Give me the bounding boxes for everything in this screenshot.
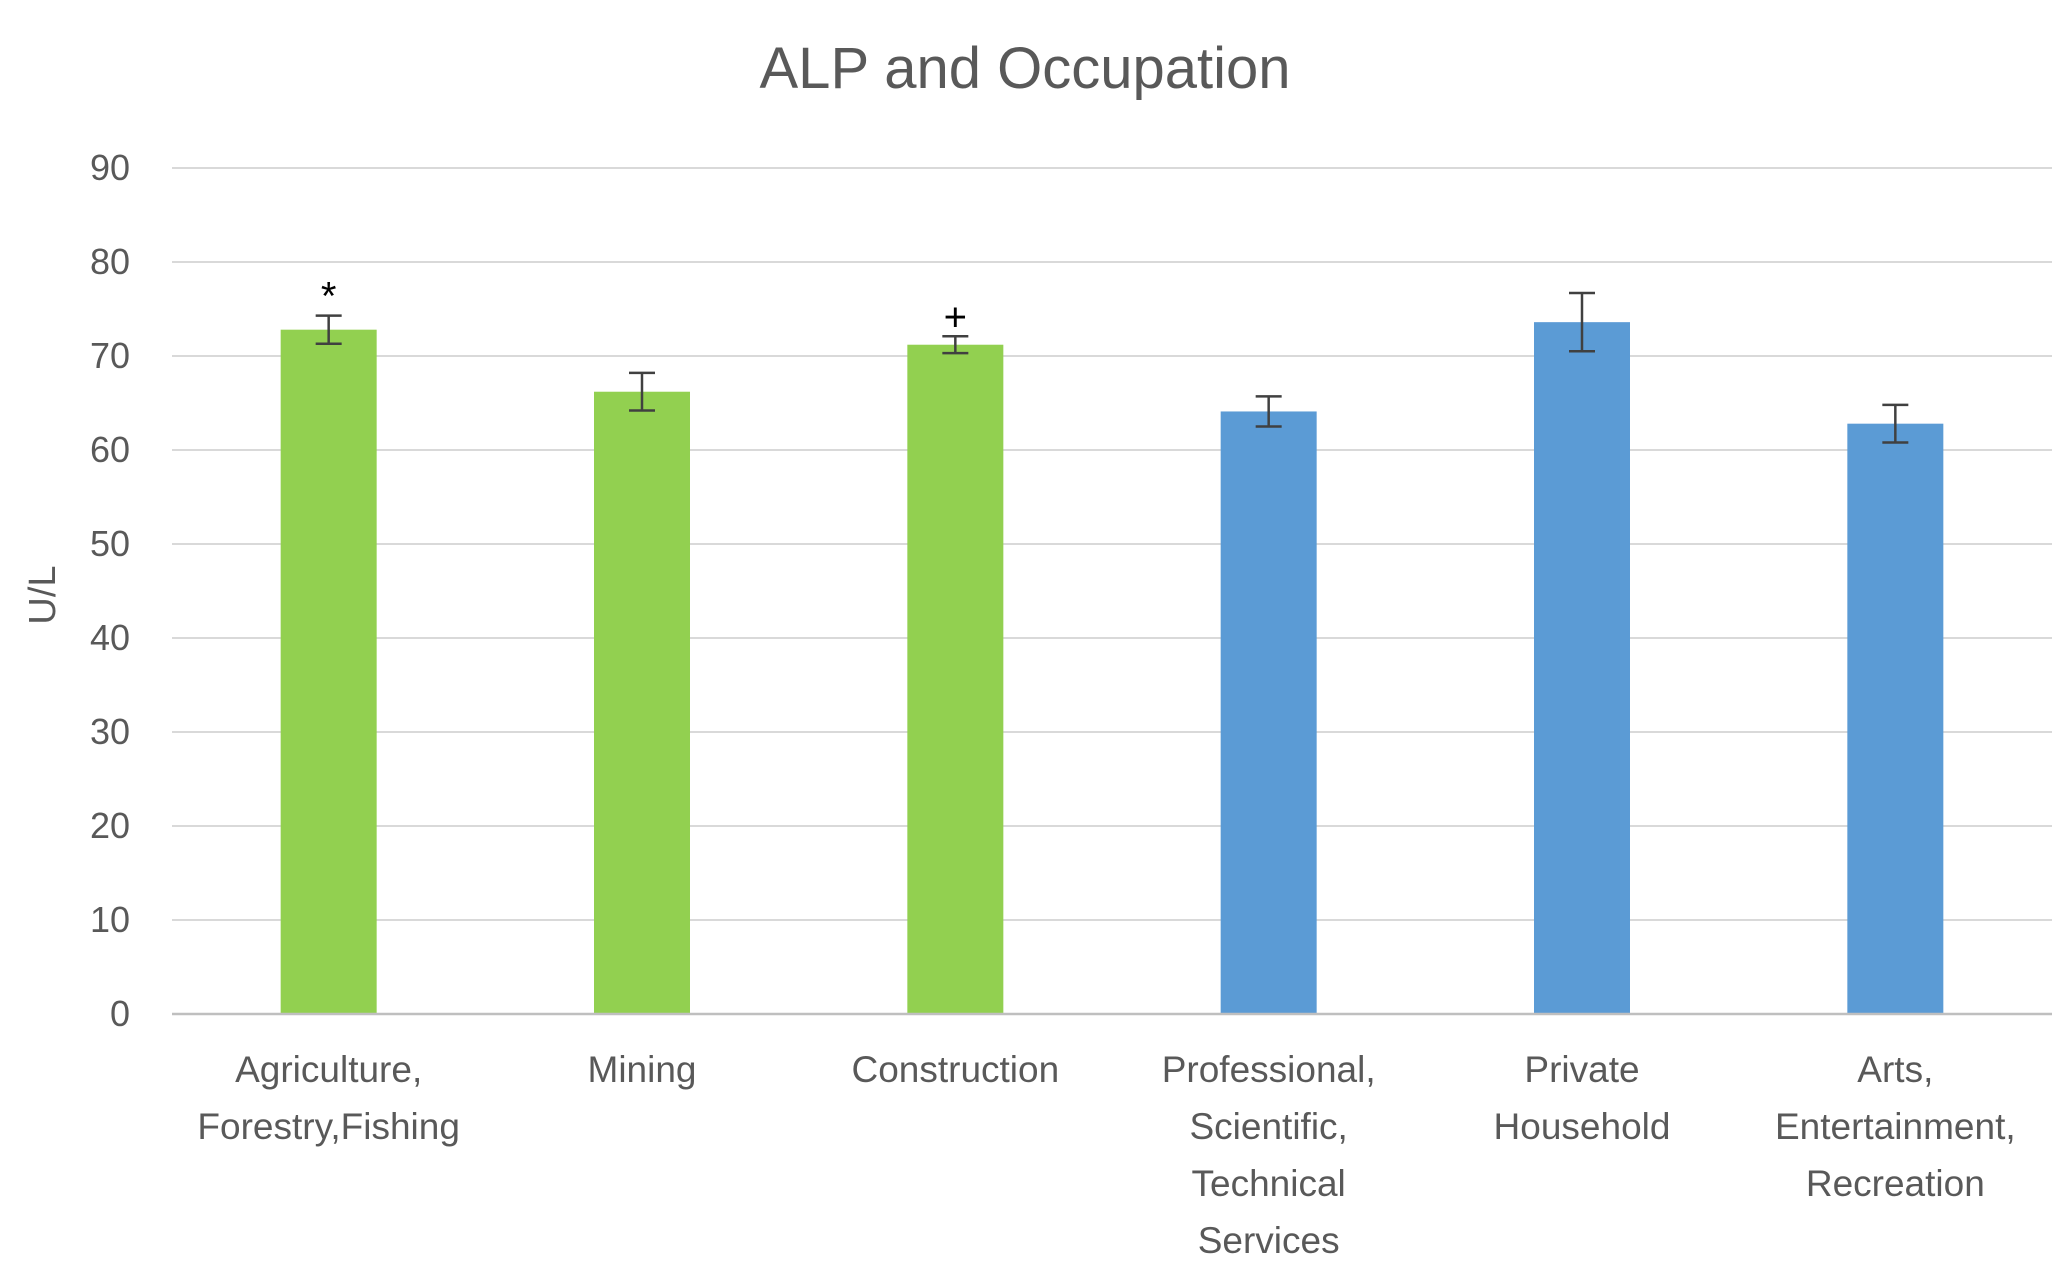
y-tick-label: 10 bbox=[90, 899, 130, 940]
bar bbox=[1847, 424, 1943, 1014]
y-tick-label: 90 bbox=[90, 147, 130, 188]
x-tick-label: Mining bbox=[588, 1049, 697, 1090]
y-tick-label: 20 bbox=[90, 805, 130, 846]
chart-title: ALP and Occupation bbox=[760, 36, 1291, 101]
bar bbox=[907, 345, 1003, 1014]
error-bars bbox=[316, 293, 1909, 442]
y-tick-label: 0 bbox=[110, 993, 130, 1034]
bar bbox=[281, 330, 377, 1014]
significance-marker: * bbox=[321, 275, 337, 319]
x-tick-label: Arts, Entertainment, Recreation bbox=[1775, 1049, 2016, 1204]
y-axis-ticks: 0 10 20 30 40 50 60 70 80 90 bbox=[90, 147, 130, 1034]
gridlines bbox=[172, 168, 2052, 920]
y-tick-label: 30 bbox=[90, 711, 130, 752]
y-axis-label: U/L bbox=[22, 565, 64, 624]
bars bbox=[281, 322, 1944, 1014]
bar bbox=[1221, 411, 1317, 1014]
y-tick-label: 50 bbox=[90, 523, 130, 564]
y-tick-label: 70 bbox=[90, 335, 130, 376]
y-tick-label: 40 bbox=[90, 617, 130, 658]
x-tick-label: Private Household bbox=[1494, 1049, 1671, 1147]
x-axis-labels: Agriculture, Forestry,Fishing Mining Constr… bbox=[197, 1049, 2015, 1261]
x-tick-label: Professional, Scientific, Technical Service… bbox=[1162, 1049, 1376, 1261]
bar bbox=[1534, 322, 1630, 1014]
bar bbox=[594, 392, 690, 1014]
y-tick-label: 80 bbox=[90, 241, 130, 282]
significance-marker: + bbox=[944, 295, 967, 339]
x-tick-label: Agriculture, Forestry,Fishing bbox=[197, 1049, 460, 1147]
significance-markers: * + bbox=[321, 275, 967, 340]
y-tick-label: 60 bbox=[90, 429, 130, 470]
x-tick-label: Construction bbox=[851, 1049, 1059, 1090]
